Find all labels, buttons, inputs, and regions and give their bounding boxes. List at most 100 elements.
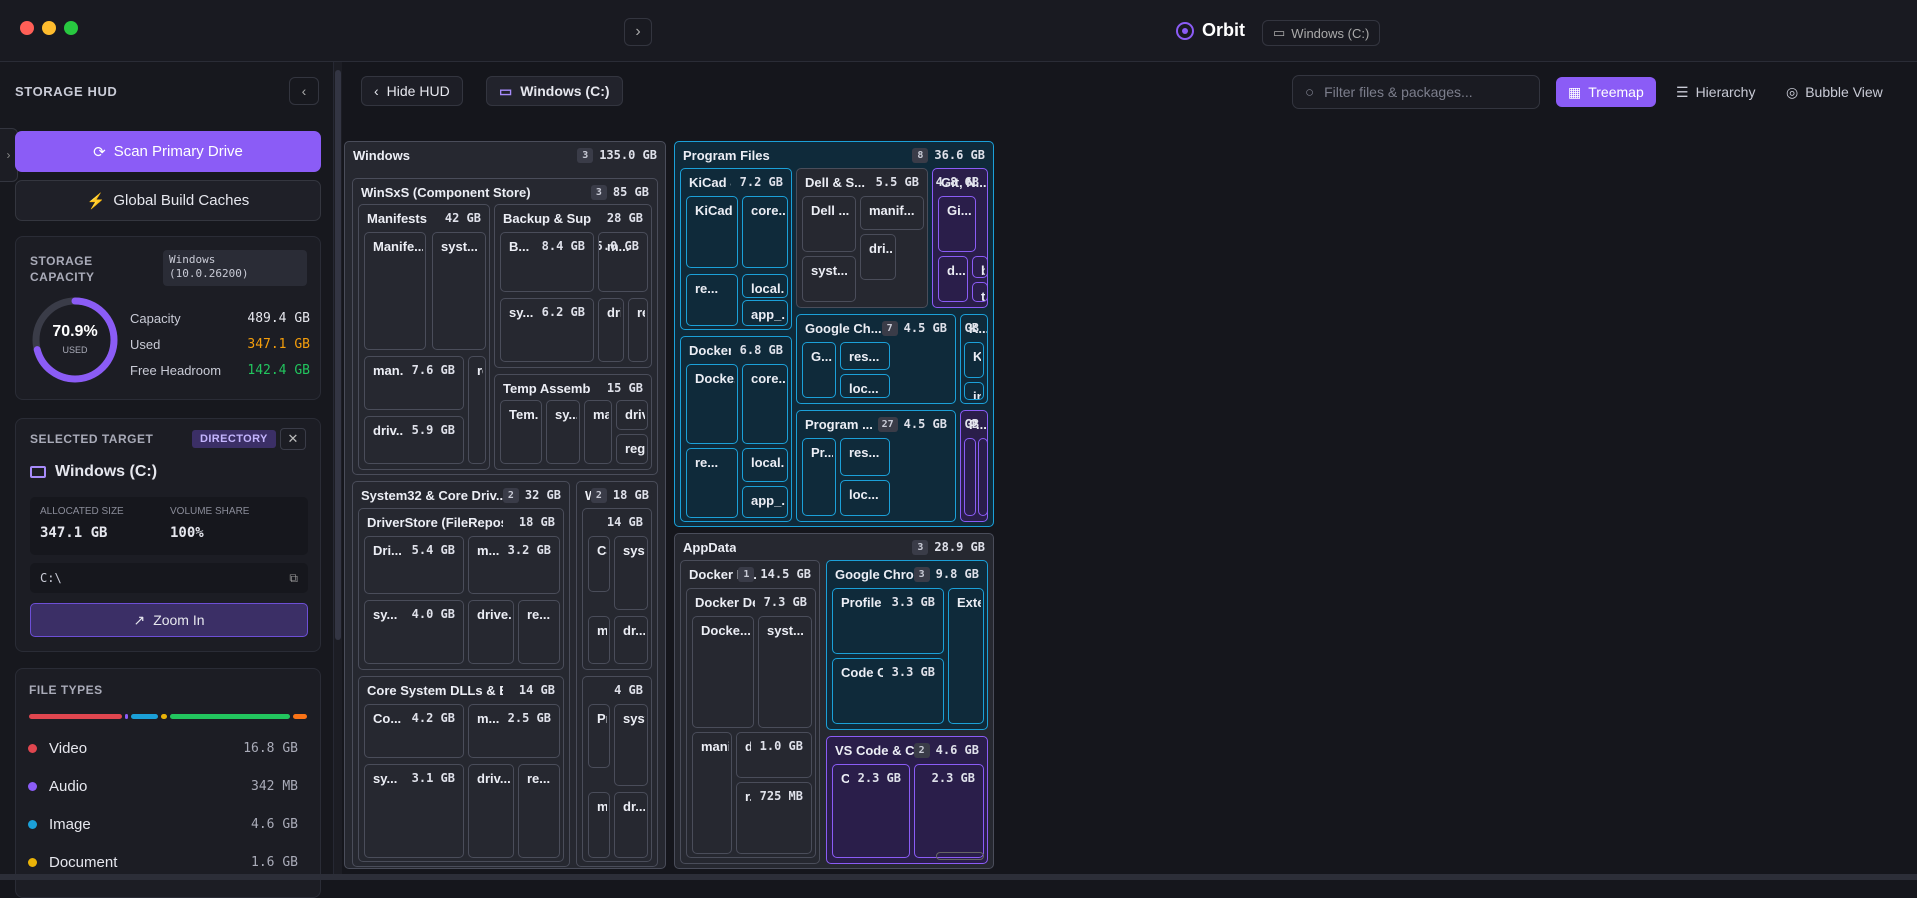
maximize-window-button[interactable]: [64, 21, 78, 35]
treemap-tile[interactable]: regis...: [616, 434, 648, 464]
treemap-tile[interactable]: Cach...: [588, 536, 610, 592]
treemap-tile[interactable]: res...: [840, 342, 890, 370]
scan-primary-drive-button[interactable]: ⟳ Scan Primary Drive: [15, 131, 321, 172]
treemap-tile[interactable]: re...: [686, 274, 738, 326]
treemap-tile[interactable]: dr...: [614, 616, 648, 664]
treemap-tile[interactable]: G...: [802, 342, 836, 398]
treemap-tile[interactable]: app_...: [742, 486, 788, 518]
treemap-tile[interactable]: d... 1.0 GB: [736, 732, 812, 778]
tile-label: re...: [637, 305, 645, 320]
treemap-tile[interactable]: syst...: [758, 616, 812, 728]
tab-hierarchy[interactable]: ☰ Hierarchy: [1676, 83, 1756, 101]
treemap-tile[interactable]: ma...: [584, 400, 612, 464]
treemap-tile[interactable]: drive...: [468, 600, 514, 664]
treemap-tile[interactable]: m... 5.0 GB: [598, 232, 648, 292]
treemap-tile[interactable]: Profile 1 ... 3.3 GB: [832, 588, 944, 654]
treemap-tile[interactable]: regi...: [468, 356, 486, 464]
treemap-tile[interactable]: re...: [686, 448, 738, 518]
tile-label: Manifests & S...: [367, 211, 429, 226]
treemap-tile[interactable]: typ...: [972, 282, 988, 302]
treemap-tile[interactable]: syste...: [614, 704, 648, 786]
treemap-tile[interactable]: manif...: [860, 196, 924, 230]
treemap-tile[interactable]: r... 725 MB: [736, 782, 812, 854]
treemap-tile[interactable]: local...: [742, 274, 788, 298]
treemap-tile[interactable]: drive...: [616, 400, 648, 430]
treemap-scroll-handle[interactable]: [936, 852, 984, 860]
treemap-tile[interactable]: B... 8.4 GB: [500, 232, 594, 292]
copy-icon[interactable]: ⧉: [289, 571, 298, 585]
treemap-tile[interactable]: sy... 6.2 GB: [500, 298, 594, 362]
treemap-tile[interactable]: Dell ...: [802, 196, 856, 252]
treemap-tile[interactable]: Tem...: [500, 400, 542, 464]
treemap-tile[interactable]: Dri... 5.4 GB: [364, 536, 464, 594]
treemap-tile[interactable]: syste...: [614, 536, 648, 610]
treemap-tile[interactable]: man... 7.6 GB: [364, 356, 464, 410]
treemap-tile[interactable]: K...: [964, 342, 984, 378]
treemap-tile[interactable]: KiCad ...: [686, 196, 738, 268]
file-type-document[interactable]: Document 1.6 GB: [28, 854, 298, 871]
forward-button[interactable]: ›: [624, 18, 652, 46]
treemap-tile[interactable]: ma...: [588, 792, 610, 858]
sidebar-scrollbar[interactable]: [334, 62, 342, 880]
treemap-tile[interactable]: Pyt...: [964, 438, 976, 516]
treemap-tile[interactable]: Exte...: [948, 588, 984, 724]
treemap-tile[interactable]: m... 3.2 GB: [468, 536, 560, 594]
file-type-audio[interactable]: Audio 342 MB: [28, 778, 298, 795]
tab-treemap[interactable]: ▦ Treemap: [1556, 77, 1656, 107]
close-window-button[interactable]: [20, 21, 34, 35]
drive-chip[interactable]: ▭ Windows (C:): [1262, 20, 1381, 46]
treemap-tile[interactable]: Docke...: [692, 616, 754, 728]
treemap-tile[interactable]: Ca... 2.3 GB: [832, 764, 910, 858]
treemap-tile[interactable]: Co... 4.2 GB: [364, 704, 464, 758]
treemap-tile[interactable]: syst...: [432, 232, 486, 350]
treemap-tile[interactable]: res...: [840, 438, 890, 476]
treemap-tile[interactable]: re...: [628, 298, 648, 362]
zoom-in-button[interactable]: ↗ Zoom In: [30, 603, 308, 637]
treemap-tile[interactable]: sy... 4.0 GB: [364, 600, 464, 664]
treemap-tile[interactable]: app_...: [742, 300, 788, 326]
treemap-tile[interactable]: syst...: [802, 256, 856, 302]
treemap-tile[interactable]: ind...: [964, 382, 984, 400]
global-build-caches-button[interactable]: ⚡ Global Build Caches: [15, 180, 321, 221]
treemap-tile[interactable]: mani...: [692, 732, 732, 854]
current-drive-breadcrumb[interactable]: ▭ Windows (C:): [486, 76, 623, 106]
treemap-tile[interactable]: ma...: [588, 616, 610, 664]
tab-bubble-view[interactable]: ◎ Bubble View: [1786, 83, 1883, 101]
treemap-tile[interactable]: Docke...: [686, 364, 738, 444]
treemap-tile[interactable]: local...: [742, 448, 788, 482]
treemap-tile[interactable]: re...: [518, 600, 560, 664]
treemap-tile[interactable]: d...: [938, 256, 968, 302]
hide-hud-button[interactable]: ‹ Hide HUD: [361, 76, 463, 106]
filter-search[interactable]: ○: [1292, 75, 1540, 109]
treemap-tile[interactable]: core...: [742, 196, 788, 268]
bottom-scrollbar[interactable]: [0, 874, 1917, 880]
sidebar-scroll-thumb[interactable]: [335, 70, 341, 640]
treemap-tile[interactable]: dri...: [860, 234, 896, 280]
treemap-tile[interactable]: re...: [518, 764, 560, 858]
treemap-tile[interactable]: dr...: [614, 792, 648, 858]
treemap-tile[interactable]: m... 2.5 GB: [468, 704, 560, 758]
treemap-tile[interactable]: bu...: [972, 256, 988, 278]
file-type-image[interactable]: Image 4.6 GB: [28, 816, 298, 833]
treemap-tile[interactable]: Pr...: [802, 438, 836, 516]
clear-selection-button[interactable]: ✕: [280, 428, 306, 450]
treemap-tile[interactable]: driv... 5.9 GB: [364, 416, 464, 464]
treemap-tile[interactable]: loc...: [840, 480, 890, 516]
treemap-tile[interactable]: sy...: [546, 400, 580, 464]
treemap-tile[interactable]: Ba...2.3 GB: [914, 764, 984, 858]
treemap-tile[interactable]: Gi...: [938, 196, 976, 252]
treemap-tile[interactable]: sy... 3.1 GB: [364, 764, 464, 858]
treemap-tile[interactable]: driv...: [598, 298, 624, 362]
collapse-hud-button[interactable]: ‹: [289, 77, 319, 105]
minimize-window-button[interactable]: [42, 21, 56, 35]
treemap-tile[interactable]: Manife...: [364, 232, 426, 350]
treemap-tile[interactable]: Prod...: [588, 704, 610, 768]
target-path-field[interactable]: C:\ ⧉: [30, 563, 308, 593]
file-type-video[interactable]: Video 16.8 GB: [28, 740, 298, 757]
treemap-tile[interactable]: core...: [742, 364, 788, 444]
treemap-tile[interactable]: loc...: [840, 374, 890, 398]
treemap-tile[interactable]: Code Ca... 3.3 GB: [832, 658, 944, 724]
filter-input[interactable]: [1324, 84, 1515, 100]
treemap-tile[interactable]: de...: [978, 438, 988, 516]
treemap-tile[interactable]: driv...: [468, 764, 514, 858]
